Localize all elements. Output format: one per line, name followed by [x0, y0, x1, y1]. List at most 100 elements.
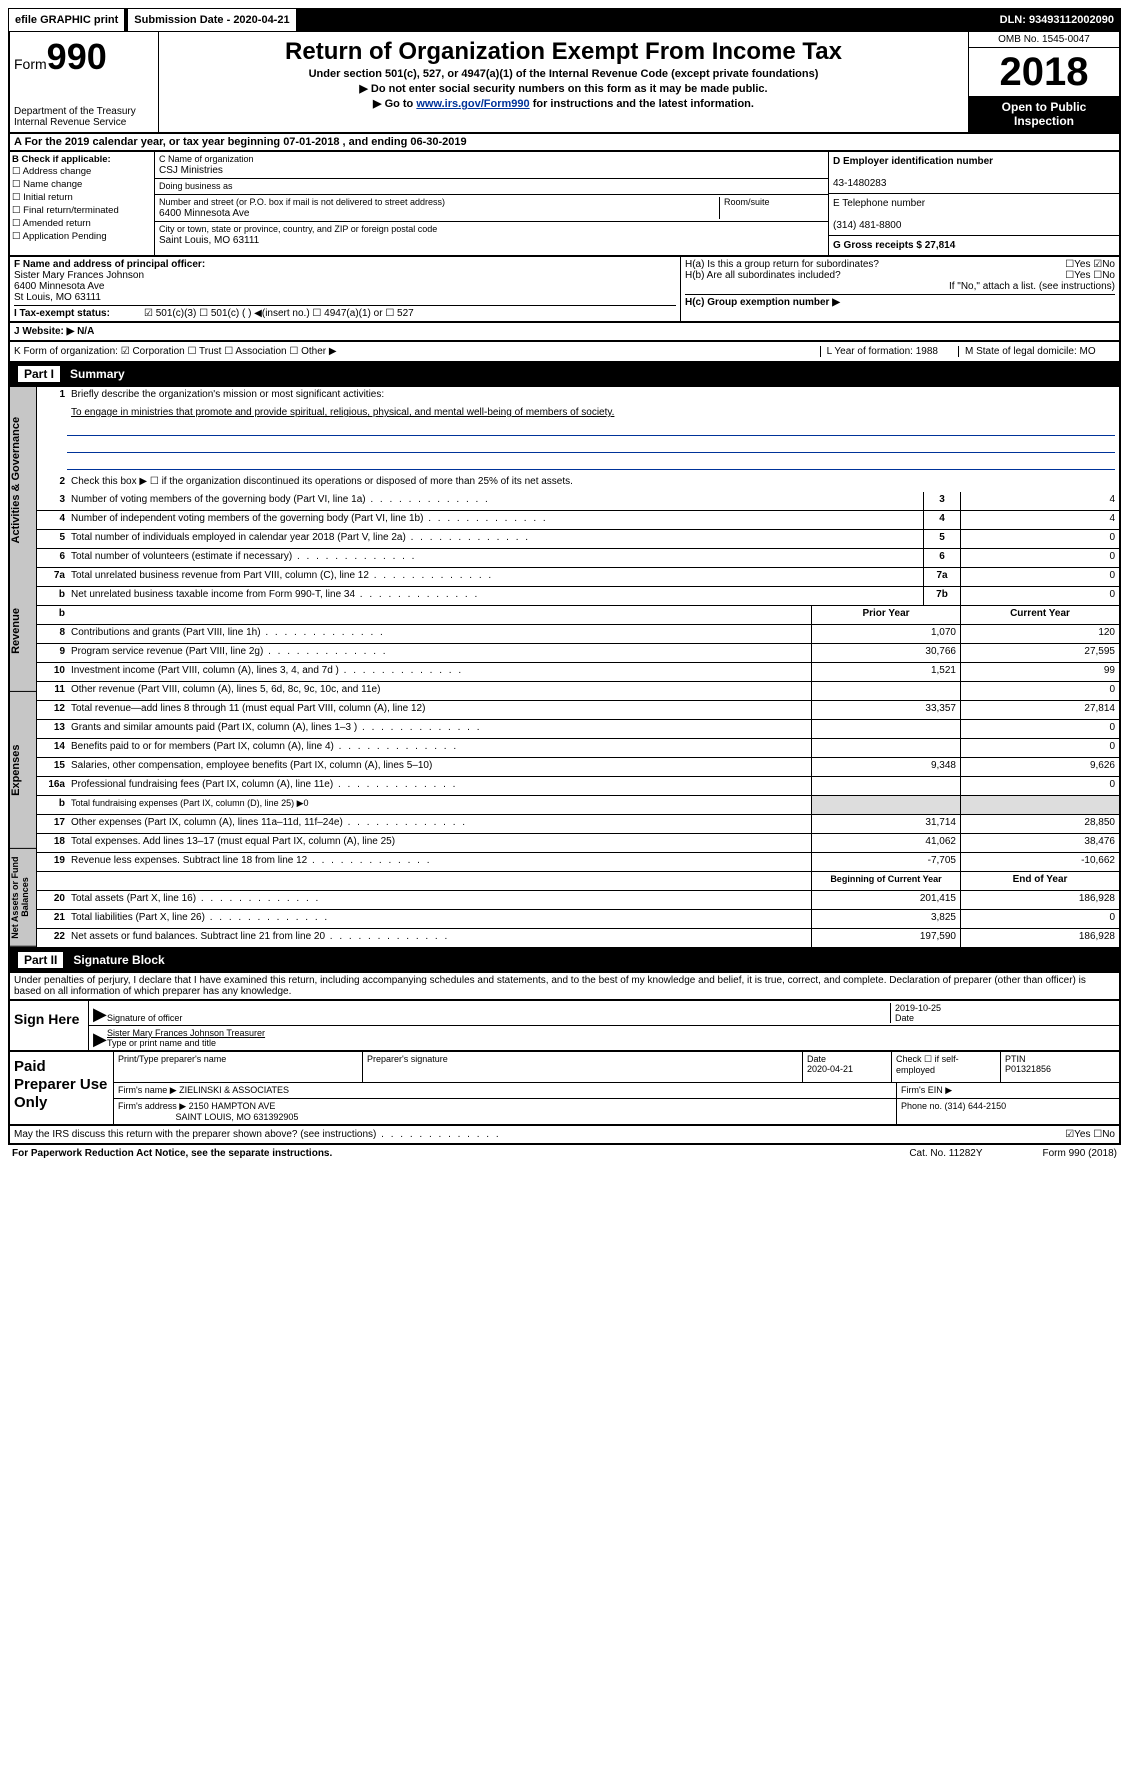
l12-prior: 33,357	[811, 701, 960, 719]
l14-prior	[811, 739, 960, 757]
name-title-label: Type or print name and title	[107, 1038, 216, 1048]
part-1-label: Part I	[18, 366, 60, 382]
m-state: M State of legal domicile: MO	[958, 346, 1115, 357]
tax-year: 2018	[969, 48, 1119, 96]
phone-value: (314) 481-8800	[833, 220, 901, 231]
l1-blank2	[67, 440, 1115, 453]
l16a-curr: 0	[960, 777, 1119, 795]
l13-prior	[811, 720, 960, 738]
website-value: J Website: ▶ N/A	[14, 326, 94, 337]
irs-discuss-question: May the IRS discuss this return with the…	[14, 1129, 1065, 1140]
l10-prior: 1,521	[811, 663, 960, 681]
firm-name: ZIELINSKI & ASSOCIATES	[179, 1085, 289, 1095]
ha-answer[interactable]: ☐Yes ☑No	[1065, 259, 1115, 270]
form-header: Form990 Department of the Treasury Inter…	[8, 32, 1121, 134]
ptin-label: PTIN	[1005, 1054, 1026, 1064]
hdr-b: b	[37, 606, 69, 624]
l19-curr: -10,662	[960, 853, 1119, 871]
l13-text: Grants and similar amounts paid (Part IX…	[69, 720, 811, 738]
cb-app-pending[interactable]: ☐ Application Pending	[12, 230, 152, 243]
hb-note: If "No," attach a list. (see instruction…	[685, 281, 1115, 292]
org-address: 6400 Minnesota Ave	[159, 208, 249, 219]
irs-discuss-row: May the IRS discuss this return with the…	[8, 1126, 1121, 1145]
prep-self-employed[interactable]: Check ☐ if self-employed	[892, 1052, 1001, 1082]
l9-text: Program service revenue (Part VIII, line…	[69, 644, 811, 662]
paid-preparer-label: Paid Preparer Use Only	[10, 1052, 114, 1124]
tax-exempt-options[interactable]: ☑ 501(c)(3) ☐ 501(c) ( ) ◀(insert no.) ☐…	[144, 308, 414, 319]
l7a-value: 0	[960, 568, 1119, 586]
cb-final-return[interactable]: ☐ Final return/terminated	[12, 204, 152, 217]
l7a-text: Total unrelated business revenue from Pa…	[69, 568, 923, 586]
l11-prior	[811, 682, 960, 700]
l7b-text: Net unrelated business taxable income fr…	[69, 587, 923, 605]
l17-text: Other expenses (Part IX, column (A), lin…	[69, 815, 811, 833]
omb-number: OMB No. 1545-0047	[969, 32, 1119, 48]
subtitle-2: ▶ Do not enter social security numbers o…	[163, 82, 964, 95]
ha-label: H(a) Is this a group return for subordin…	[685, 259, 1065, 270]
f-label: F Name and address of principal officer:	[14, 259, 205, 270]
efile-button[interactable]: efile GRAPHIC print	[9, 9, 124, 31]
l14-curr: 0	[960, 739, 1119, 757]
part-2-label: Part II	[18, 952, 63, 968]
department-label: Department of the Treasury Internal Reve…	[14, 106, 154, 128]
part-2-header: Part II Signature Block	[8, 949, 1121, 973]
org-name: CSJ Ministries	[159, 165, 223, 176]
f-h-block: F Name and address of principal officer:…	[8, 257, 1121, 323]
l22-text: Net assets or fund balances. Subtract li…	[69, 929, 811, 947]
cat-number: Cat. No. 11282Y	[909, 1148, 982, 1159]
name-arrow-icon: ▶	[93, 1030, 107, 1048]
signature-date: 2019-10-25	[895, 1003, 941, 1013]
row-a-period: A For the 2019 calendar year, or tax yea…	[8, 134, 1121, 152]
l16a-prior	[811, 777, 960, 795]
date-label: Date	[895, 1013, 914, 1023]
l9-prior: 30,766	[811, 644, 960, 662]
firm-name-label: Firm's name ▶	[118, 1085, 177, 1095]
hb-answer[interactable]: ☐Yes ☐No	[1065, 270, 1115, 281]
instructions-link[interactable]: www.irs.gov/Form990	[416, 98, 529, 110]
k-form-org: K Form of organization: ☑ Corporation ☐ …	[14, 346, 337, 357]
l2-text: Check this box ▶ ☐ if the organization d…	[69, 474, 1119, 492]
vtab-expenses: Expenses	[10, 692, 36, 849]
l1-blank1	[67, 423, 1115, 436]
prep-date: 2020-04-21	[807, 1064, 853, 1074]
l-year-formation: L Year of formation: 1988	[820, 346, 938, 357]
l18-prior: 41,062	[811, 834, 960, 852]
part-2-title: Signature Block	[73, 953, 164, 967]
l11-curr: 0	[960, 682, 1119, 700]
form-title: Return of Organization Exempt From Incom…	[163, 38, 964, 66]
vtab-net-assets: Net Assets or Fund Balances	[10, 849, 36, 947]
officer-print-name: Sister Mary Frances Johnson Treasurer	[107, 1028, 265, 1038]
section-b-checkboxes: B Check if applicable: ☐ Address change …	[10, 152, 155, 255]
part-1-header: Part I Summary	[8, 363, 1121, 387]
ein-value: 43-1480283	[833, 178, 886, 189]
paid-preparer-block: Paid Preparer Use Only Print/Type prepar…	[8, 1052, 1121, 1126]
summary-section: Activities & Governance Revenue Expenses…	[8, 387, 1121, 949]
section-c: C Name of organization CSJ Ministries Do…	[155, 152, 828, 255]
subtitle-3: ▶ Go to www.irs.gov/Form990 for instruct…	[163, 97, 964, 110]
irs-discuss-answer[interactable]: ☑Yes ☐No	[1065, 1129, 1115, 1140]
part-1-title: Summary	[70, 367, 125, 381]
hdr-beginning: Beginning of Current Year	[811, 872, 960, 890]
l16a-text: Professional fundraising fees (Part IX, …	[69, 777, 811, 795]
cb-initial-return[interactable]: ☐ Initial return	[12, 191, 152, 204]
firm-ein-label: Firm's EIN ▶	[897, 1083, 1119, 1098]
form-title-block: Return of Organization Exempt From Incom…	[159, 32, 968, 132]
l1-blank3	[67, 457, 1115, 470]
g-gross-receipts: G Gross receipts $ 27,814	[833, 240, 955, 251]
room-label: Room/suite	[724, 197, 770, 207]
e-phone-label: E Telephone number	[833, 198, 925, 209]
firm-addr-label: Firm's address ▶	[118, 1101, 186, 1111]
form-footer: Form 990 (2018)	[1043, 1148, 1117, 1159]
l5-value: 0	[960, 530, 1119, 548]
officer-name: Sister Mary Frances Johnson	[14, 270, 144, 281]
officer-addr: 6400 Minnesota Ave	[14, 281, 104, 292]
hdr-prior: Prior Year	[811, 606, 960, 624]
l22-curr: 186,928	[960, 929, 1119, 947]
cb-address-change[interactable]: ☐ Address change	[12, 165, 152, 178]
section-d-e-g: D Employer identification number 43-1480…	[828, 152, 1119, 255]
cb-amended[interactable]: ☐ Amended return	[12, 217, 152, 230]
cb-name-change[interactable]: ☐ Name change	[12, 178, 152, 191]
top-bar: efile GRAPHIC print Submission Date - 20…	[8, 8, 1121, 32]
l8-text: Contributions and grants (Part VIII, lin…	[69, 625, 811, 643]
firm-phone: Phone no. (314) 644-2150	[897, 1099, 1119, 1124]
